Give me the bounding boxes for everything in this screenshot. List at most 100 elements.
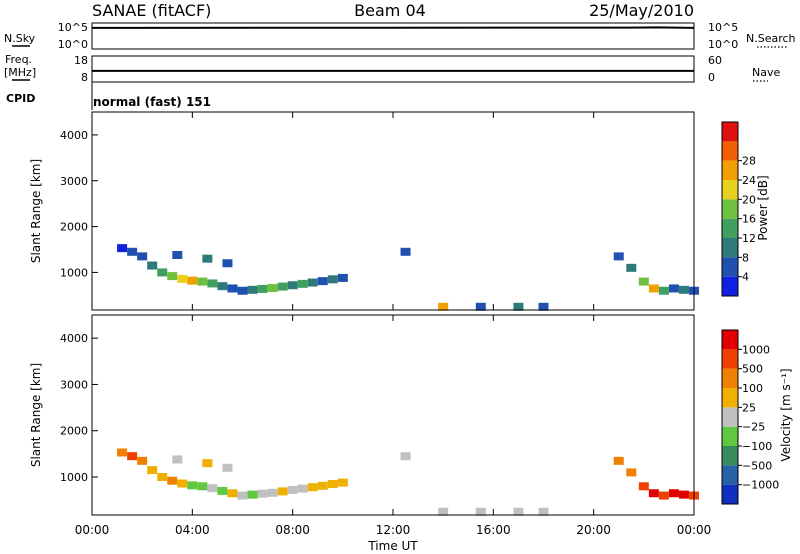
velocity-cell-0 — [117, 448, 128, 457]
velocity-cell-33 — [638, 482, 649, 491]
velocity-cell-35 — [658, 491, 669, 500]
velocity-ytick-label-2: 3000 — [60, 378, 88, 391]
power-cell-8 — [197, 277, 208, 286]
velocity-cell-21 — [327, 479, 338, 488]
velocity-cell-32 — [626, 468, 637, 477]
velocity-cell-29 — [513, 507, 524, 516]
power-cell-1 — [127, 247, 138, 256]
velocity-cell-20 — [317, 481, 328, 490]
time-tick-label-6: 00:00 — [677, 523, 712, 537]
power-cell-4 — [157, 268, 168, 277]
power-cell-19 — [307, 278, 318, 287]
power-colorbar-swatch-6 — [722, 160, 738, 180]
power-cell-13 — [247, 285, 258, 294]
power-ytick-label-1: 2000 — [60, 221, 88, 234]
velocity-cell-30 — [538, 507, 549, 516]
velocity-colorbar-label: Velocity [m s⁻¹] — [779, 368, 793, 461]
power-cell-15 — [267, 284, 278, 292]
velocity-cell-28 — [475, 507, 486, 516]
velocity-ytick-label-0: 1000 — [60, 471, 88, 484]
time-tick-label-3: 12:00 — [376, 523, 411, 537]
power-cell-11 — [227, 284, 238, 293]
power-ytick-label-0: 1000 — [60, 266, 88, 279]
velocity-cell-6 — [177, 479, 188, 488]
freq-panel-frame — [91, 55, 695, 83]
nsky-label: N.Sky — [4, 32, 36, 45]
nsky-tick-top: 10^5 — [58, 21, 88, 34]
power-cell-12 — [237, 286, 248, 295]
velocity-scatter-cells — [117, 448, 699, 516]
nsearch-tick-top: 10^5 — [708, 21, 738, 34]
power-cell-36 — [668, 284, 679, 293]
velocity-cell-5 — [167, 476, 178, 485]
velocity-cell-3 — [147, 466, 158, 475]
velocity-cell-13 — [247, 490, 258, 499]
power-cell-16 — [277, 282, 288, 291]
power-colorbar: 4 8 12 16 20 24 28 — [721, 121, 756, 297]
velocity-colorbar-swatch-4 — [722, 407, 738, 427]
power-cell-5 — [167, 272, 178, 281]
power-cell-33 — [638, 277, 649, 286]
power-colorbar-swatch-4 — [722, 199, 738, 219]
power-cell-26 — [400, 247, 411, 256]
power-cell-14 — [257, 284, 268, 293]
power-cell-20 — [317, 277, 328, 286]
time-tick-label-4: 16:00 — [476, 523, 511, 537]
velocity-colorbar-tick-label-4: −25 — [742, 421, 765, 434]
velocity-cell-15 — [267, 488, 278, 497]
power-colorbar-swatch-7 — [722, 141, 738, 161]
power-ytick-label-2: 3000 — [60, 175, 88, 188]
velocity-y-ticks: 1000 2000 3000 4000 — [60, 332, 98, 484]
velocity-cell-34 — [648, 489, 659, 498]
velocity-cell-11 — [227, 489, 238, 498]
velocity-cell-23 — [172, 455, 183, 464]
power-cell-29 — [513, 302, 524, 311]
nave-label: Nave — [752, 66, 780, 79]
cpid-label: CPID — [6, 92, 35, 105]
velocity-colorbar-tick-label-6: −500 — [742, 459, 772, 472]
power-colorbar-label: Power [dB] — [756, 175, 770, 240]
velocity-cell-18 — [297, 484, 308, 493]
velocity-cell-8 — [197, 482, 208, 491]
power-cell-27 — [438, 302, 449, 311]
freq-unit: [MHz] — [4, 66, 36, 79]
velocity-cell-10 — [217, 486, 228, 495]
velocity-y-axis-label: Slant Range [km] — [29, 363, 43, 467]
time-tick-label-0: 00:00 — [75, 523, 110, 537]
date-title: 25/May/2010 — [589, 1, 694, 20]
velocity-colorbar-frame — [721, 329, 739, 505]
velocity-colorbar-swatch-6 — [722, 368, 738, 388]
power-cell-0 — [117, 244, 128, 253]
cpid-text: normal (fast) 151 — [93, 95, 211, 109]
freq-tick-bottom: 8 — [81, 71, 88, 84]
power-cell-31 — [613, 252, 624, 261]
power-colorbar-swatch-5 — [722, 180, 738, 200]
velocity-cell-37 — [678, 490, 689, 499]
velocity-cell-12 — [237, 491, 248, 500]
velocity-cell-17 — [287, 486, 298, 494]
velocity-colorbar: 1000 500 100 25 −25 −100 −500 −1000 — [721, 329, 779, 505]
power-scatter-cells — [117, 244, 699, 311]
power-cell-34 — [648, 284, 659, 293]
velocity-colorbar-swatch-8 — [722, 330, 738, 350]
nsearch-label: N.Search — [746, 32, 796, 45]
time-tick-label-5: 20:00 — [576, 523, 611, 537]
power-cell-9 — [207, 279, 218, 288]
velocity-cell-16 — [277, 487, 288, 496]
velocity-cell-7 — [187, 481, 198, 490]
power-cell-23 — [172, 251, 183, 259]
velocity-ytick-label-1: 2000 — [60, 425, 88, 438]
nsearch-tick-bottom: 10^0 — [708, 38, 738, 51]
velocity-cell-19 — [307, 483, 318, 492]
power-cell-24 — [202, 254, 213, 263]
power-colorbar-swatch-3 — [722, 218, 738, 238]
velocity-cell-26 — [400, 452, 411, 461]
nave-tick-bottom: 0 — [708, 71, 715, 84]
velocity-ytick-label-3: 4000 — [60, 332, 88, 345]
velocity-colorbar-tick-label-2: 100 — [742, 382, 763, 395]
velocity-cell-14 — [257, 489, 268, 498]
time-tick-label-2: 08:00 — [275, 523, 310, 537]
power-colorbar-swatch-2 — [722, 238, 738, 258]
power-cell-25 — [222, 259, 233, 268]
velocity-colorbar-swatch-0 — [722, 484, 738, 504]
